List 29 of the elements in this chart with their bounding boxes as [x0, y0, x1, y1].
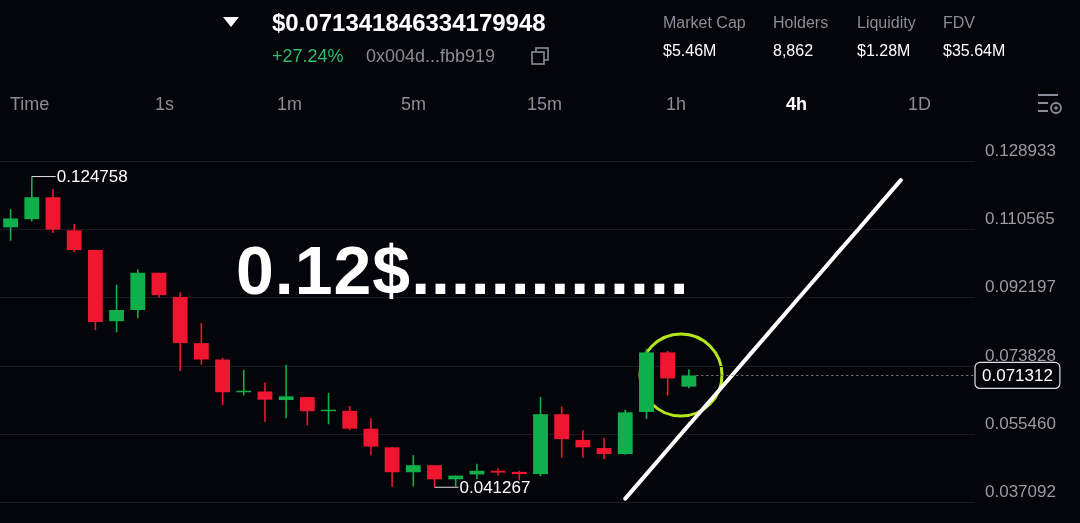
text: 4h	[786, 94, 808, 114]
text: 8,862	[773, 42, 814, 59]
y-tick-label: 0.092197	[985, 277, 1056, 297]
chart-title: $0.071341846334179948	[272, 9, 546, 36]
ref-line-label: 0.071312	[982, 366, 1053, 386]
y-tick-label: 0.037092	[985, 482, 1056, 502]
y-tick-label: 0.055460	[985, 414, 1056, 434]
chart-subtitle: +27.24%	[272, 46, 344, 66]
annotation: 0.12$..............	[236, 232, 690, 308]
text: Holders	[773, 14, 829, 31]
text: Market Cap	[663, 14, 746, 31]
annotation: 0.041267	[459, 477, 531, 497]
text: 0x004d...fbb919	[366, 46, 496, 66]
y-tick-label: 0.110565	[985, 209, 1055, 229]
text: 1D	[908, 94, 932, 114]
text: 1m	[277, 94, 303, 114]
text: FDV	[943, 14, 975, 31]
y-tick-label: 0.073828	[985, 345, 1056, 365]
text: $1.28M	[857, 42, 911, 59]
text: 1s	[155, 94, 175, 114]
text: Time	[10, 94, 50, 114]
text: $35.64M	[943, 42, 1006, 59]
text: $5.46M	[663, 42, 717, 59]
text: 1h	[666, 94, 687, 114]
y-tick-label: 0.128933	[985, 140, 1056, 160]
annotation: 0.124758	[56, 167, 128, 187]
text: 15m	[527, 94, 563, 114]
text: Liquidity	[857, 14, 916, 31]
text: 5m	[401, 94, 427, 114]
